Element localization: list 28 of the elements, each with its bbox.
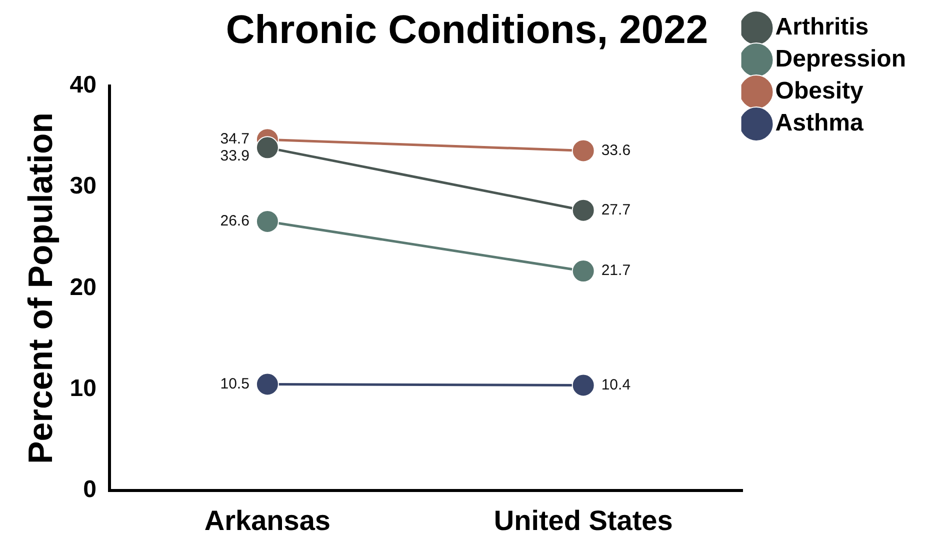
data-label: 33.6 <box>601 142 631 159</box>
data-label: 21.7 <box>601 262 631 280</box>
point <box>256 136 279 160</box>
data-label: 10.4 <box>601 376 631 394</box>
chart-title: Chronic Conditions, 2022 <box>226 8 708 52</box>
y-tick-label: 40 <box>70 72 96 99</box>
data-label: 10.5 <box>220 375 250 392</box>
point <box>572 198 595 222</box>
data-label: 34.7 <box>220 130 250 148</box>
y-tick-label: 20 <box>70 274 96 301</box>
y-tick-label: 30 <box>70 172 96 200</box>
legend-label: Arthritis <box>775 14 869 41</box>
legend-label: Asthma <box>775 110 864 137</box>
x-tick-label: United States <box>494 504 673 536</box>
legend-label: Depression <box>775 46 906 73</box>
y-axis-title: Percent of Population <box>22 112 60 464</box>
data-label: 27.7 <box>601 201 631 218</box>
y-tick-label: 0 <box>83 476 96 504</box>
point <box>572 260 595 283</box>
point <box>572 374 595 397</box>
point <box>256 372 279 396</box>
point <box>256 210 279 233</box>
data-label: 26.6 <box>220 212 250 230</box>
y-tick-label: 10 <box>70 374 96 402</box>
x-tick-label: Arkansas <box>204 504 330 536</box>
data-label: 33.9 <box>220 148 250 165</box>
legend-label: Obesity <box>775 78 864 105</box>
point <box>572 139 595 162</box>
